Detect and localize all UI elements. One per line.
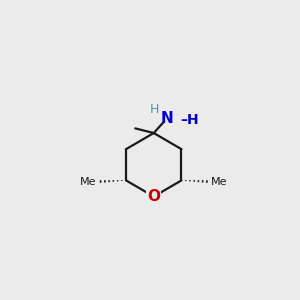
Text: H: H: [150, 103, 160, 116]
Text: Me: Me: [211, 176, 227, 187]
Text: –H: –H: [180, 113, 199, 127]
Text: O: O: [147, 189, 160, 204]
Text: N: N: [161, 111, 173, 126]
Text: Me: Me: [80, 176, 97, 187]
